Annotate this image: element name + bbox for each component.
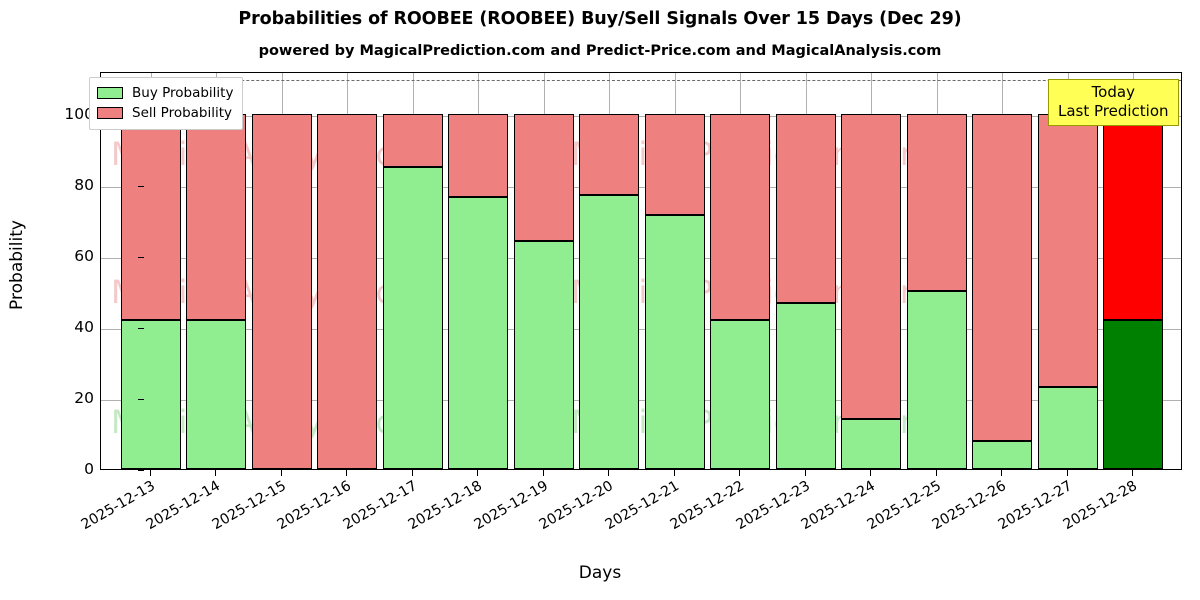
gridline-horizontal [101,186,1181,188]
x-tick-mark [280,470,282,476]
bar-segment-buy[interactable] [120,319,181,469]
x-tick-mark [739,470,741,476]
bar-column[interactable] [120,73,181,469]
y-tick-mark [138,256,144,258]
bar-segment-sell[interactable] [775,113,836,304]
legend-item-buy: Buy Probability [97,83,233,103]
bar-segment-buy[interactable] [186,320,247,469]
bar-column[interactable] [251,73,312,469]
gridline-horizontal [101,115,1181,117]
bar-column[interactable] [317,73,378,469]
bar-segment-buy[interactable] [579,195,640,469]
bar-column[interactable] [448,73,509,469]
legend-swatch-sell [97,107,123,119]
bar-segment-buy[interactable] [710,319,771,469]
y-tick-label: 100 [64,104,94,123]
plot-area: MagicalAnalysis.comMagicalPrediction.com… [100,72,1182,470]
x-tick-mark [477,470,479,476]
bar-segment-buy[interactable] [906,291,967,469]
y-tick-mark [138,470,144,472]
bar-segment-sell[interactable] [251,113,312,469]
today-annotation-line2: Last Prediction [1058,102,1169,120]
x-tick-mark [870,470,872,476]
bar-segment-sell[interactable] [513,113,574,241]
bar-column[interactable] [186,73,247,469]
x-tick-mark [804,470,806,476]
bar-segment-buy[interactable] [841,418,902,469]
bar-segment-buy[interactable] [972,441,1033,469]
bar-column[interactable] [710,73,771,469]
y-tick-mark [138,327,144,330]
chart-legend: Buy Probability Sell Probability [89,77,244,130]
x-tick-mark [542,470,544,476]
y-tick-label: 20 [74,388,94,407]
y-axis-ticks: 0 20 40 60 80 100 [44,72,144,477]
y-tick-mark [138,185,144,187]
bar-segment-buy[interactable] [644,215,705,469]
bar-segment-sell[interactable] [644,113,705,216]
reference-line [101,80,1181,82]
bar-segment-sell[interactable] [1037,113,1098,388]
bar-segment-buy[interactable] [513,240,574,469]
gridline-horizontal [101,399,1181,401]
bar-segment-sell[interactable] [906,113,967,292]
bar-segment-buy[interactable] [448,197,509,469]
bar-column[interactable] [1103,73,1164,469]
x-tick-mark [1066,470,1068,476]
bar-segment-sell[interactable] [448,113,509,198]
x-tick-mark [1132,470,1134,476]
chart-subtitle: powered by MagicalPrediction.com and Pre… [258,43,942,59]
gridline-horizontal [101,328,1181,330]
y-tick-mark [138,398,144,401]
legend-label-buy: Buy Probability [132,85,234,101]
bar-segment-buy[interactable] [775,303,836,469]
bar-segment-sell[interactable] [186,113,247,321]
bar-segment-sell[interactable] [1103,113,1164,320]
legend-item-sell: Sell Probability [97,103,233,123]
x-tick-mark [215,470,217,476]
bar-segment-buy[interactable] [1103,319,1164,469]
gridline-horizontal [101,257,1181,259]
bar-column[interactable] [579,73,640,469]
y-tick-label: 80 [74,175,94,194]
bar-segment-sell[interactable] [972,113,1033,442]
x-tick-mark [608,470,610,476]
x-tick-mark [411,470,413,476]
x-tick-mark [935,470,937,476]
page-title: Probabilities of ROOBEE (ROOBEE) Buy/Sel… [238,9,962,29]
bar-segment-buy[interactable] [382,166,443,469]
x-axis-label: Days [578,563,622,583]
y-tick-label: 60 [74,246,94,265]
legend-label-sell: Sell Probability [132,105,233,121]
bar-column[interactable] [906,73,967,469]
y-tick-label: 40 [74,317,94,336]
x-tick-mark [1001,470,1003,476]
bar-segment-sell[interactable] [382,113,443,167]
today-annotation-line1: Today [1091,83,1135,101]
bar-segment-sell[interactable] [317,113,378,469]
bar-segment-sell[interactable] [120,113,181,320]
bar-column[interactable] [382,73,443,469]
bar-column[interactable] [775,73,836,469]
today-annotation: Today Last Prediction [1048,79,1179,126]
bar-column[interactable] [644,73,705,469]
x-tick-mark [346,470,348,476]
bar-segment-buy[interactable] [1037,387,1098,469]
x-tick-mark [673,470,675,476]
bar-segment-sell[interactable] [710,113,771,320]
bar-column[interactable] [513,73,574,469]
legend-swatch-buy [97,87,123,99]
bar-column[interactable] [841,73,902,469]
bar-segment-sell[interactable] [579,113,640,196]
y-tick-label: 0 [84,460,94,478]
bar-column[interactable] [972,73,1033,469]
bar-column[interactable] [1037,73,1098,469]
x-tick-mark [149,470,151,476]
bar-segment-sell[interactable] [841,113,902,419]
y-axis-label: Probability [7,220,27,310]
